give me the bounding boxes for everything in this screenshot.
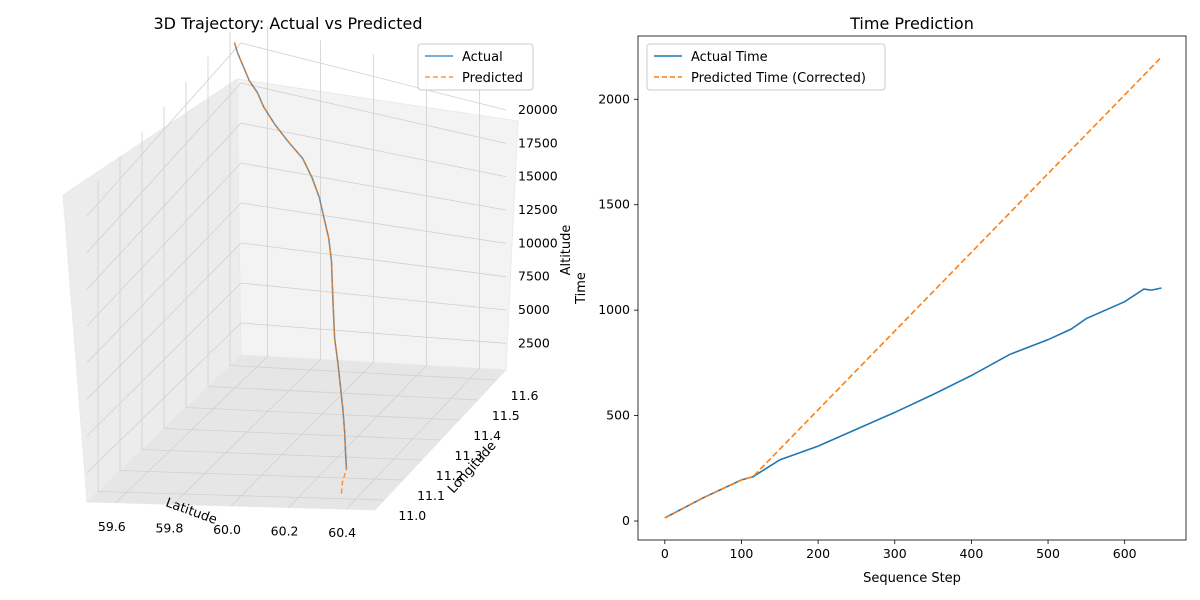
trajectory-chart-title: 3D Trajectory: Actual vs Predicted	[153, 14, 422, 33]
grid-3d-lines	[86, 26, 507, 510]
lon-gridline	[185, 81, 460, 421]
ticks-3d: 59.6 59.8 60.0 60.2 60.4 11.0 11.1 11.2 11.3 11.4…	[98, 102, 558, 540]
legend-label-predicted: Predicted	[462, 71, 523, 86]
trajectory-lines	[233, 42, 348, 494]
x-tick-label: 300	[883, 546, 907, 561]
lat-gridline	[230, 54, 374, 507]
lon-gridline	[141, 131, 422, 461]
x-tick-label: 500	[1036, 546, 1060, 561]
x-tick-label: 100	[730, 546, 754, 561]
lat-tick-label: 60.0	[213, 522, 241, 537]
y-tick-label: 2000	[598, 91, 630, 106]
time-prediction-chart: Time Prediction 0 100 200 300 400 500 600 0 500 1…	[574, 14, 1187, 586]
legend-label-actual-time: Actual Time	[691, 50, 768, 65]
altitude-axis-label: Altitude	[559, 225, 574, 276]
x-tick-label: 400	[959, 546, 983, 561]
lon-tick-label: 11.6	[511, 388, 539, 403]
y-tick-label: 500	[606, 408, 630, 423]
lon-tick-label: 11.3	[455, 448, 483, 463]
alt-tick-label: 2500	[518, 335, 550, 350]
alt-gridline	[86, 122, 507, 290]
alt-tick-label: 10000	[518, 235, 558, 250]
lon-gridline	[97, 181, 385, 501]
sequence-step-axis-label: Sequence Step	[863, 571, 961, 586]
lat-gridline	[288, 68, 427, 508]
time-chart-title: Time Prediction	[849, 14, 974, 33]
x-tick-label: 0	[661, 546, 669, 561]
lon-tick-label: 11.4	[473, 428, 501, 443]
y-tick-label: 1500	[598, 197, 630, 212]
alt-gridline	[86, 282, 507, 437]
legend-label-predicted-time: Predicted Time (Corrected)	[691, 71, 866, 86]
trajectory-legend: Actual Predicted	[417, 43, 534, 91]
lon-gridline	[119, 156, 404, 481]
lon-tick-label: 11.0	[398, 508, 426, 523]
lon-tick-label: 11.1	[417, 488, 445, 503]
alt-gridline	[86, 202, 507, 363]
time-plot-frame	[637, 35, 1187, 541]
alt-tick-label: 15000	[518, 169, 558, 184]
pane-floor	[86, 354, 507, 511]
alt-gridline	[86, 82, 507, 253]
lat-tick-label: 60.4	[328, 525, 356, 540]
lat-tick-label: 59.8	[155, 520, 183, 535]
y-tick-label: 0	[622, 513, 630, 528]
series-predicted-time-line	[664, 56, 1163, 519]
time-legend-frame	[646, 43, 886, 91]
alt-tick-label: 17500	[518, 135, 558, 150]
alt-gridline	[86, 242, 507, 400]
alt-tick-label: 20000	[518, 102, 558, 117]
y-tick-label: 1000	[598, 302, 630, 317]
pane-back-wall	[236, 78, 519, 371]
time-legend: Actual Time Predicted Time (Corrected)	[646, 43, 886, 91]
lon-tick-label: 11.2	[436, 468, 464, 483]
alt-tick-label: 12500	[518, 202, 558, 217]
lon-gridline	[229, 31, 497, 381]
x-tick-label: 600	[1113, 546, 1137, 561]
time-chart-lines	[664, 56, 1163, 519]
lat-gridline	[345, 82, 480, 510]
lon-gridline	[207, 56, 478, 401]
lon-tick-label: 11.5	[492, 408, 520, 423]
alt-gridline	[86, 322, 507, 473]
alt-tick-label: 5000	[518, 302, 550, 317]
lat-tick-label: 60.2	[271, 524, 299, 539]
lon-gridline	[163, 106, 441, 441]
time-axis-label: Time	[574, 272, 589, 305]
trajectory-3d-chart: 3D Trajectory: Actual vs Predicted Latit…	[62, 14, 574, 540]
legend-label-actual: Actual	[462, 50, 503, 65]
lat-gridline	[115, 26, 268, 504]
alt-tick-label: 7500	[518, 269, 550, 284]
alt-gridline	[86, 162, 507, 327]
lat-gridline	[173, 40, 321, 505]
time-chart-ticks: 0 100 200 300 400 500 600 0 500 1000 1500 2000	[598, 91, 1136, 561]
series-predicted-trajectory	[233, 42, 348, 494]
lat-tick-label: 59.6	[98, 519, 126, 534]
x-tick-label: 200	[806, 546, 830, 561]
